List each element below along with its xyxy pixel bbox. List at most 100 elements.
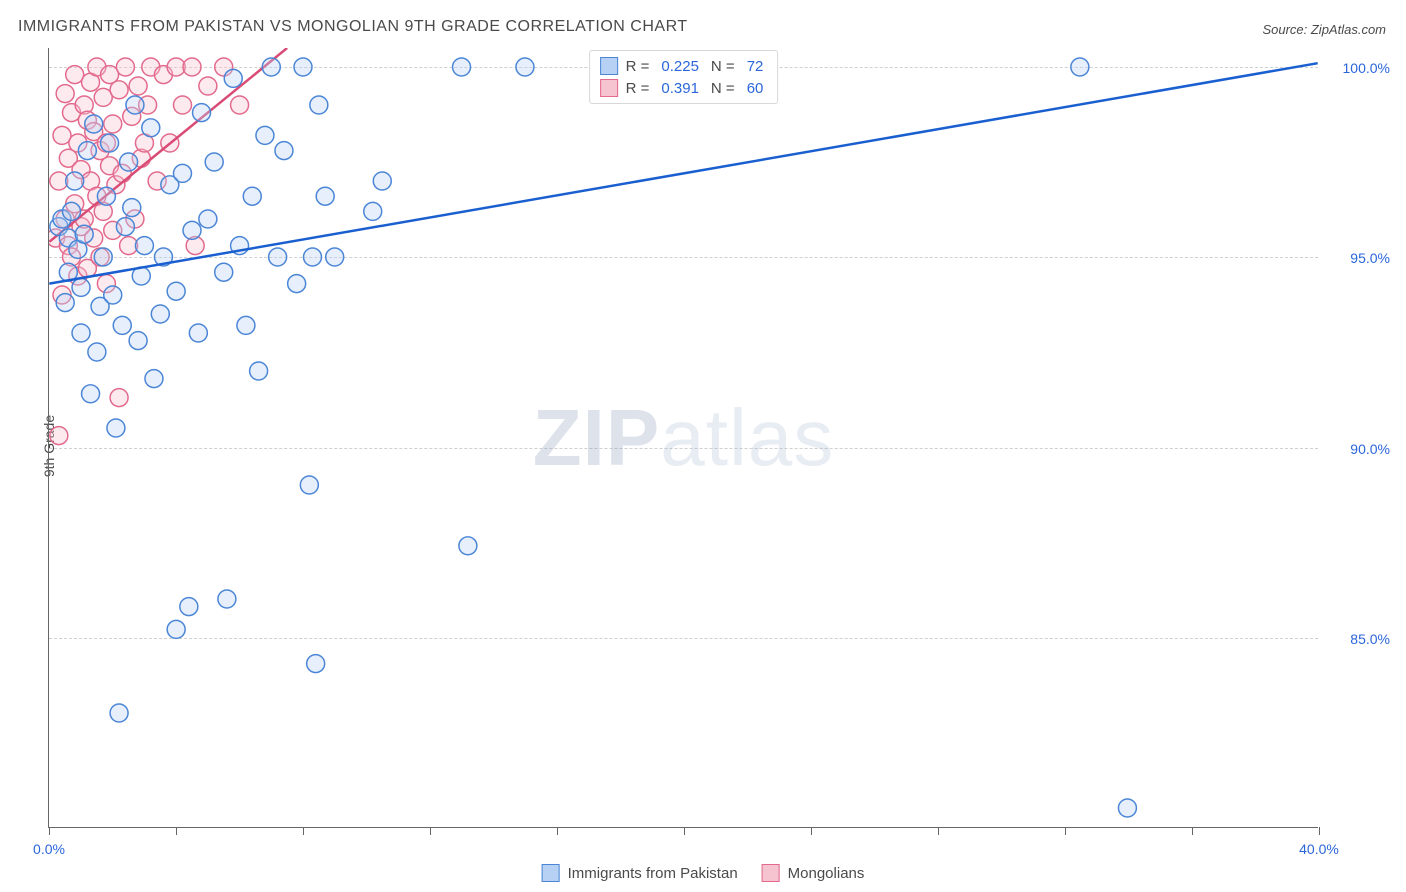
- data-point-mongolian: [116, 58, 134, 76]
- legend-item-mongolian: Mongolians: [762, 864, 865, 882]
- data-point-pakistan: [104, 286, 122, 304]
- data-point-pakistan: [193, 104, 211, 122]
- data-point-pakistan: [205, 153, 223, 171]
- data-point-pakistan: [516, 58, 534, 76]
- data-point-pakistan: [326, 248, 344, 266]
- r-label: R =: [626, 58, 650, 75]
- data-point-pakistan: [116, 218, 134, 236]
- data-point-pakistan: [373, 172, 391, 190]
- swatch-mongolian: [600, 79, 618, 97]
- data-point-pakistan: [215, 263, 233, 281]
- data-point-mongolian: [231, 96, 249, 114]
- data-point-mongolian: [199, 77, 217, 95]
- x-tick: [684, 827, 685, 835]
- data-point-pakistan: [224, 69, 242, 87]
- data-point-pakistan: [72, 278, 90, 296]
- source-attribution: Source: ZipAtlas.com: [1262, 22, 1386, 37]
- n-value-mongolian: 60: [747, 80, 764, 97]
- data-point-pakistan: [288, 275, 306, 293]
- data-point-pakistan: [1118, 799, 1136, 817]
- data-point-pakistan: [145, 370, 163, 388]
- x-tick: [1192, 827, 1193, 835]
- data-point-pakistan: [101, 134, 119, 152]
- n-label: N =: [711, 58, 735, 75]
- swatch-mongolian: [762, 864, 780, 882]
- data-point-pakistan: [300, 476, 318, 494]
- data-point-mongolian: [104, 115, 122, 133]
- legend-row-mongolian: R = 0.391 N = 60: [600, 77, 768, 99]
- data-point-pakistan: [142, 119, 160, 137]
- legend-item-pakistan: Immigrants from Pakistan: [542, 864, 738, 882]
- correlation-legend: R = 0.225 N = 72 R = 0.391 N = 60: [589, 50, 779, 104]
- y-tick-label: 100.0%: [1343, 60, 1390, 76]
- series-legend: Immigrants from Pakistan Mongolians: [542, 864, 865, 882]
- data-point-pakistan: [459, 537, 477, 555]
- data-point-mongolian: [174, 96, 192, 114]
- data-point-mongolian: [50, 427, 68, 445]
- swatch-pakistan: [600, 57, 618, 75]
- data-point-pakistan: [120, 153, 138, 171]
- data-point-pakistan: [310, 96, 328, 114]
- data-point-pakistan: [250, 362, 268, 380]
- data-point-pakistan: [97, 187, 115, 205]
- data-point-pakistan: [256, 126, 274, 144]
- data-point-pakistan: [66, 172, 84, 190]
- data-point-pakistan: [72, 324, 90, 342]
- data-point-pakistan: [110, 704, 128, 722]
- data-point-pakistan: [199, 210, 217, 228]
- data-point-pakistan: [75, 225, 93, 243]
- data-point-pakistan: [237, 316, 255, 334]
- n-label: N =: [711, 80, 735, 97]
- data-point-mongolian: [110, 81, 128, 99]
- x-tick: [430, 827, 431, 835]
- r-value-pakistan: 0.225: [661, 58, 699, 75]
- data-point-pakistan: [88, 343, 106, 361]
- data-point-mongolian: [110, 389, 128, 407]
- r-value-mongolian: 0.391: [661, 80, 699, 97]
- data-point-pakistan: [1071, 58, 1089, 76]
- data-point-pakistan: [151, 305, 169, 323]
- data-point-pakistan: [82, 385, 100, 403]
- data-point-pakistan: [123, 199, 141, 217]
- data-point-pakistan: [218, 590, 236, 608]
- data-point-pakistan: [107, 419, 125, 437]
- n-value-pakistan: 72: [747, 58, 764, 75]
- data-point-pakistan: [78, 142, 96, 160]
- swatch-pakistan: [542, 864, 560, 882]
- scatter-svg: [49, 48, 1318, 827]
- x-tick: [303, 827, 304, 835]
- legend-row-pakistan: R = 0.225 N = 72: [600, 55, 768, 77]
- data-point-pakistan: [94, 248, 112, 266]
- data-point-pakistan: [63, 202, 81, 220]
- legend-label-pakistan: Immigrants from Pakistan: [568, 865, 738, 882]
- data-point-pakistan: [174, 164, 192, 182]
- x-tick: [811, 827, 812, 835]
- data-point-pakistan: [135, 237, 153, 255]
- data-point-pakistan: [453, 58, 471, 76]
- y-tick-label: 95.0%: [1350, 250, 1390, 266]
- x-tick: [1065, 827, 1066, 835]
- data-point-mongolian: [183, 58, 201, 76]
- x-tick: [176, 827, 177, 835]
- data-point-pakistan: [262, 58, 280, 76]
- data-point-pakistan: [167, 620, 185, 638]
- x-tick: [1319, 827, 1320, 835]
- data-point-pakistan: [364, 202, 382, 220]
- data-point-pakistan: [180, 598, 198, 616]
- x-tick-label: 40.0%: [1299, 841, 1339, 857]
- data-point-pakistan: [269, 248, 287, 266]
- data-point-pakistan: [85, 115, 103, 133]
- data-point-pakistan: [243, 187, 261, 205]
- plot-area: ZIPatlas R = 0.225 N = 72 R = 0.391 N = …: [48, 48, 1318, 828]
- data-point-pakistan: [294, 58, 312, 76]
- x-tick: [557, 827, 558, 835]
- y-tick-label: 85.0%: [1350, 631, 1390, 647]
- x-tick: [49, 827, 50, 835]
- data-point-pakistan: [126, 96, 144, 114]
- data-point-mongolian: [129, 77, 147, 95]
- x-tick: [938, 827, 939, 835]
- legend-label-mongolian: Mongolians: [788, 865, 865, 882]
- data-point-pakistan: [113, 316, 131, 334]
- y-tick-label: 90.0%: [1350, 441, 1390, 457]
- data-point-pakistan: [189, 324, 207, 342]
